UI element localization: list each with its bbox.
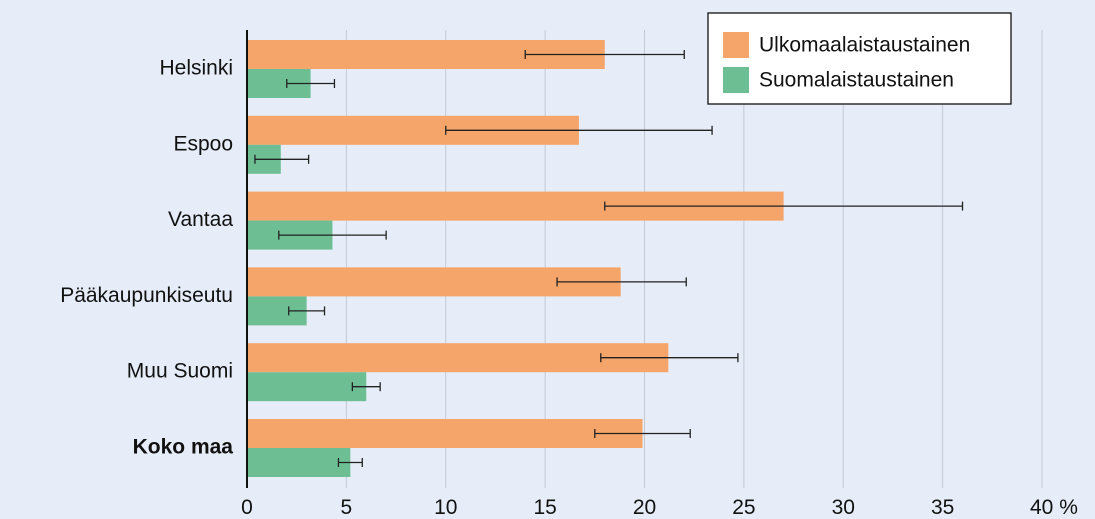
x-tick-label: 15 [533,496,556,519]
x-tick-label: 35 [931,496,954,519]
x-tick-labels: 0 5 10 15 20 25 30 35 40 % [241,496,1078,519]
x-tick-label: 10 [434,496,457,519]
category-label: Muu Suomi [127,360,233,383]
x-tick-label: 0 [241,496,253,519]
category-label: Espoo [173,132,233,155]
category-label: Vantaa [168,208,233,231]
error-bars [254,50,964,467]
category-label: Koko maa [133,436,234,459]
legend-swatch [723,67,749,93]
bar [247,419,643,448]
legend-swatch [723,32,749,58]
bar [247,448,351,477]
legend: Ulkomaalaistaustainen Suomalaistaustainen [707,12,1012,105]
x-tick-label: 40 % [1030,496,1078,519]
category-label: Pääkaupunkiseutu [60,284,233,307]
bar [247,343,669,373]
x-tick-label: 25 [732,496,755,519]
legend-label: Suomalaistaustainen [759,69,954,92]
x-tick-label: 20 [633,496,656,519]
legend-label: Ulkomaalaistaustainen [759,34,970,57]
category-labels: Helsinki Espoo Vantaa Pääkaupunkiseutu Muu S… [60,57,233,459]
bar [247,372,367,402]
category-label: Helsinki [159,57,233,80]
x-tick-label: 30 [832,496,855,519]
legend-box [707,12,1012,105]
gridlines [345,30,1043,488]
x-tick-label: 5 [341,496,353,519]
